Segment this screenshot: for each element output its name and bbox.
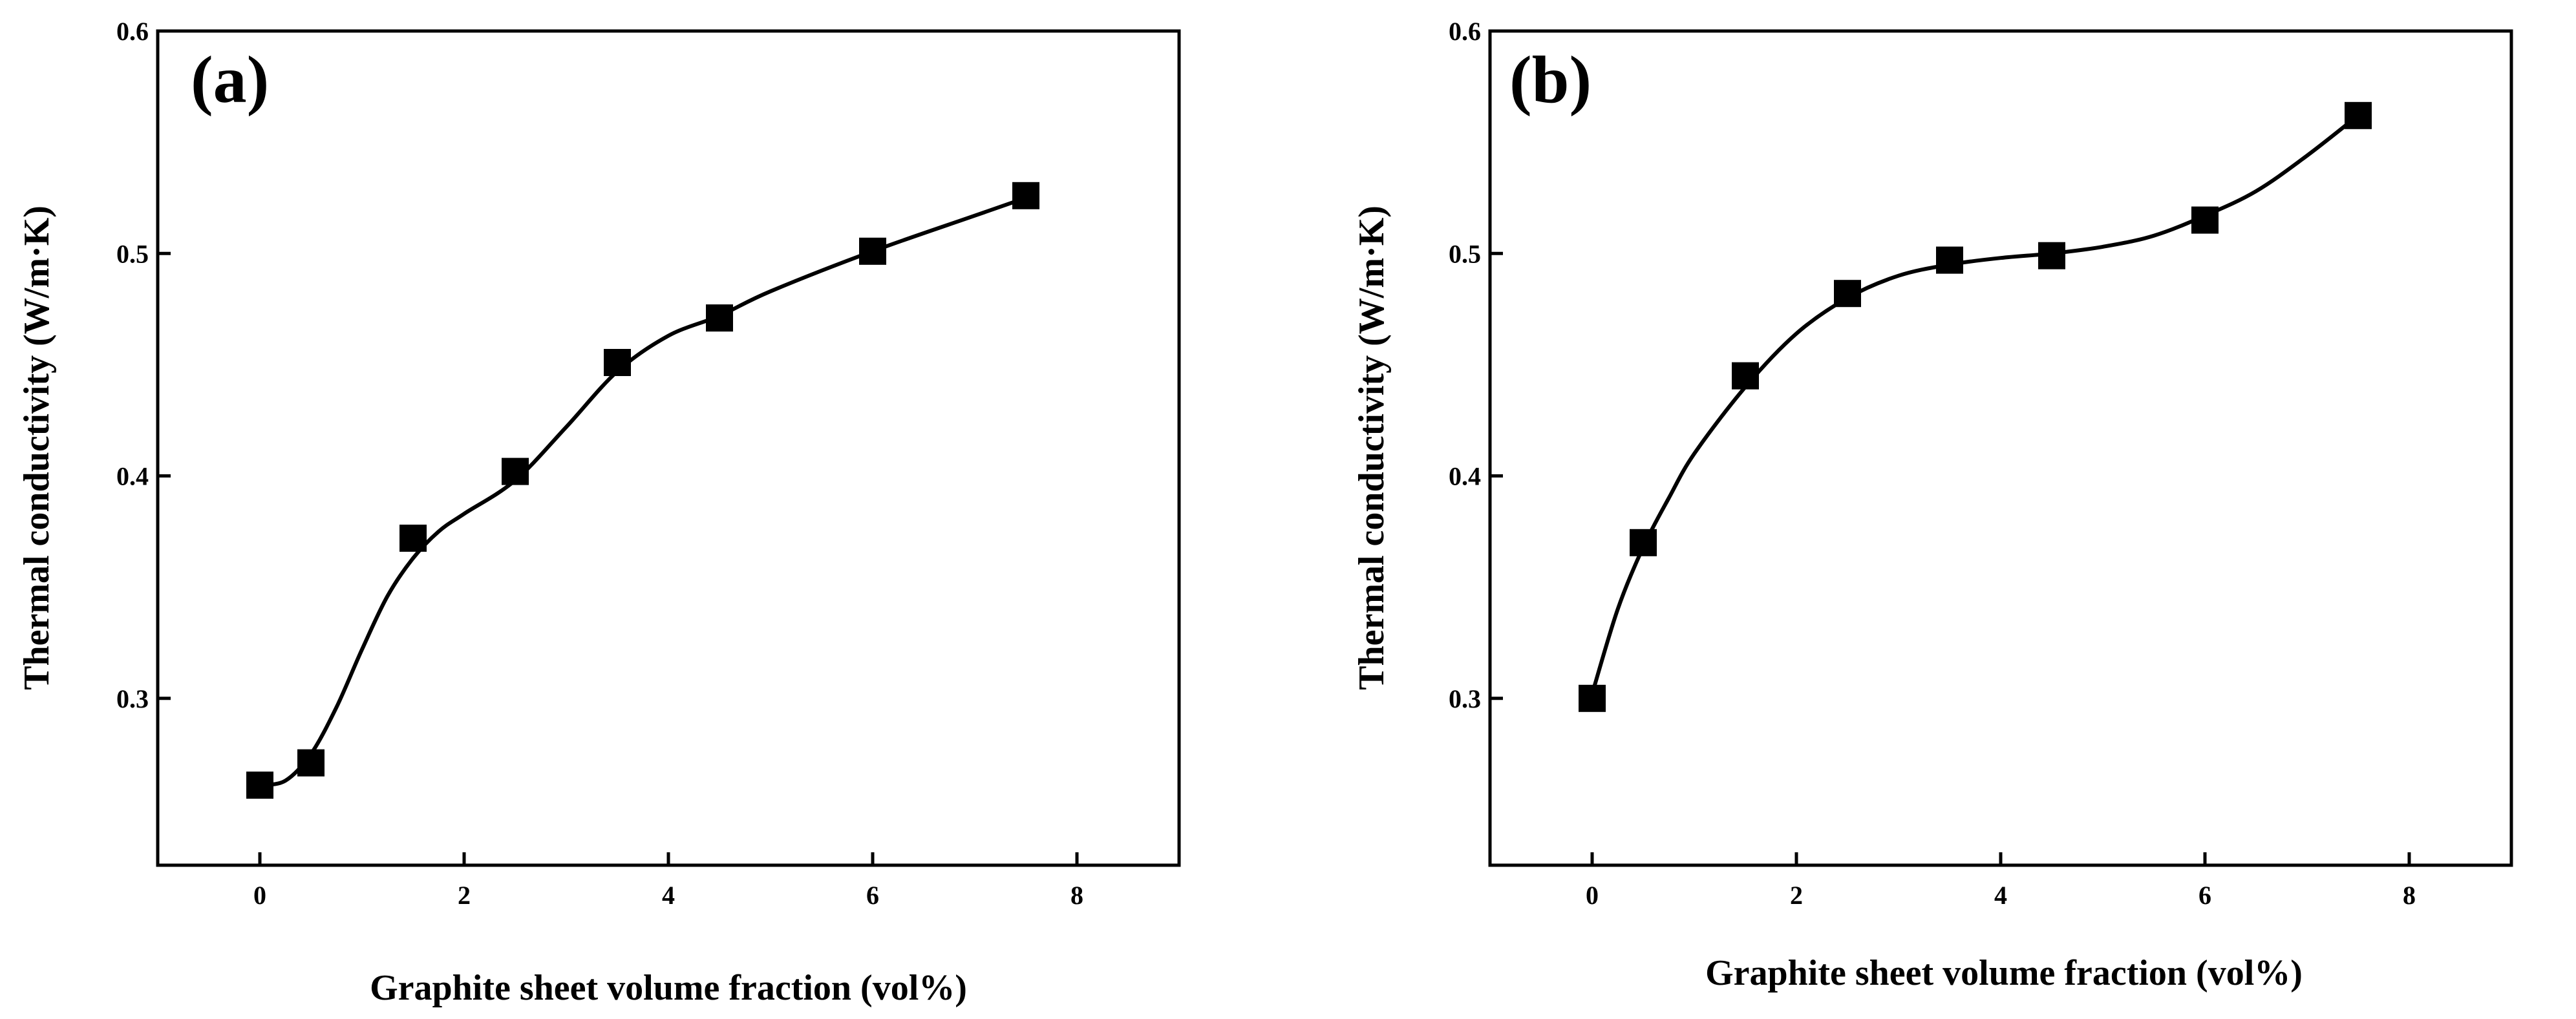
data-point-a xyxy=(859,237,886,265)
y-tick-label-a: 0.4 xyxy=(116,462,149,491)
x-tick-label-a: 6 xyxy=(866,881,879,910)
y-axis-title-b: Thermal conductivity (W/m·K) xyxy=(1352,205,1392,690)
data-point-a xyxy=(399,524,427,552)
chart-panel-a: (a) Graphite sheet volume fraction (vol%… xyxy=(17,17,1181,1008)
data-markers-b xyxy=(1579,101,2372,712)
x-tick-label-a: 0 xyxy=(253,881,266,910)
data-point-b xyxy=(2345,101,2372,129)
x-tick-label-b: 2 xyxy=(1790,881,1803,910)
data-point-b xyxy=(1834,280,1861,308)
data-point-b xyxy=(1630,529,1657,556)
y-ticks-a: 0.3 0.4 0.5 0.6 xyxy=(116,17,171,713)
panel-label-a: (a) xyxy=(191,43,269,117)
data-point-b xyxy=(2191,206,2219,234)
data-point-b xyxy=(1732,362,1759,390)
x-ticks-a: 0 2 4 6 8 xyxy=(253,852,1083,910)
y-tick-label-b: 0.3 xyxy=(1449,684,1481,713)
panel-label-b: (b) xyxy=(1509,43,1591,117)
x-tick-label-b: 8 xyxy=(2403,881,2416,910)
x-tick-label-a: 4 xyxy=(662,881,675,910)
y-tick-label-a: 0.3 xyxy=(116,684,149,713)
y-tick-label-a: 0.6 xyxy=(116,17,149,46)
y-tick-label-b: 0.4 xyxy=(1449,462,1481,491)
x-tick-label-b: 4 xyxy=(1994,881,2007,910)
y-tick-label-a: 0.5 xyxy=(116,239,149,268)
data-point-a xyxy=(1012,182,1039,209)
y-tick-label-b: 0.6 xyxy=(1449,17,1481,46)
data-point-b xyxy=(2038,242,2065,269)
data-point-b xyxy=(1579,684,1606,712)
chart-panel-b: (b) Graphite sheet volume fraction (vol%… xyxy=(1352,17,2513,993)
y-ticks-b: 0.3 0.4 0.5 0.6 xyxy=(1449,17,1503,713)
x-tick-label-a: 2 xyxy=(458,881,471,910)
data-markers-a xyxy=(246,182,1039,799)
y-tick-label-b: 0.5 xyxy=(1449,239,1481,268)
x-tick-label-b: 0 xyxy=(1586,881,1599,910)
data-point-a xyxy=(706,304,733,332)
x-axis-title-a: Graphite sheet volume fraction (vol%) xyxy=(370,968,967,1008)
x-tick-label-a: 8 xyxy=(1070,881,1083,910)
data-point-a xyxy=(297,749,325,777)
data-point-a xyxy=(502,457,529,485)
data-point-a xyxy=(246,772,273,799)
x-tick-label-b: 6 xyxy=(2198,881,2211,910)
x-axis-title-b: Graphite sheet volume fraction (vol%) xyxy=(1705,953,2303,993)
y-axis-title-a: Thermal conductivity (W/m·K) xyxy=(17,205,57,690)
x-ticks-b: 0 2 4 6 8 xyxy=(1586,852,2416,910)
data-point-a xyxy=(604,349,631,376)
data-point-b xyxy=(1936,246,1963,274)
